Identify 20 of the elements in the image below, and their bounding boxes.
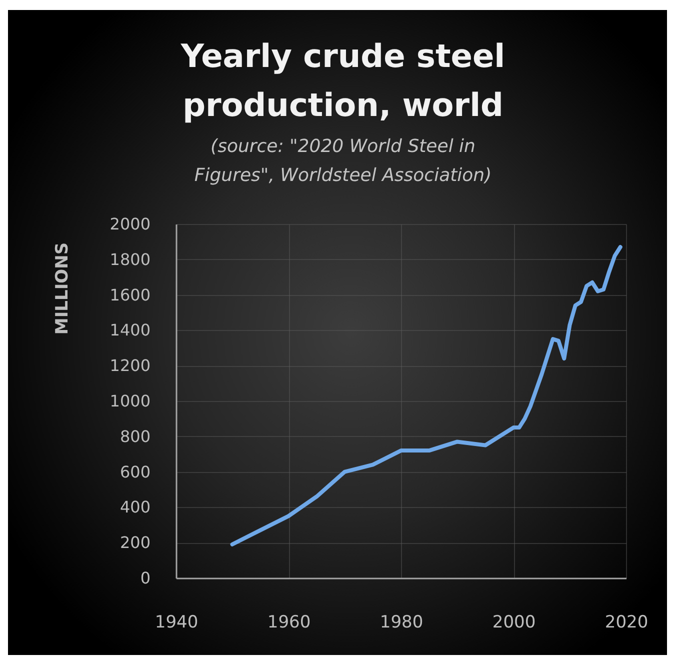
y-tick-label: 400: [120, 498, 150, 517]
y-tick-label: 1800: [110, 250, 150, 269]
y-tick-label: 1400: [110, 320, 150, 340]
y-axis-title: MILLIONS: [52, 242, 72, 335]
y-tick-label: 1200: [110, 356, 150, 376]
x-tick-label: 2020: [604, 612, 648, 632]
y-tick-label: 1600: [110, 285, 150, 304]
x-tick-label: 2000: [492, 612, 536, 632]
y-tick-label: 800: [120, 426, 150, 446]
y-tick-label: 600: [120, 462, 150, 482]
x-tick-label: 1940: [154, 612, 198, 632]
x-tick-label: 1980: [380, 612, 424, 632]
chart-subtitle: (source: "2020 World Steel in Figures", Worldsteel Association): [194, 136, 492, 186]
y-tick-label: 200: [120, 533, 150, 552]
chart-title: Yearly crude steel production, world: [180, 37, 506, 124]
y-tick-label: 0: [140, 568, 150, 588]
line-series: [230, 245, 622, 546]
y-tick-label: 1000: [110, 392, 150, 410]
x-tick-label: 1960: [267, 612, 311, 632]
y-tick-label: 2000: [110, 214, 150, 234]
